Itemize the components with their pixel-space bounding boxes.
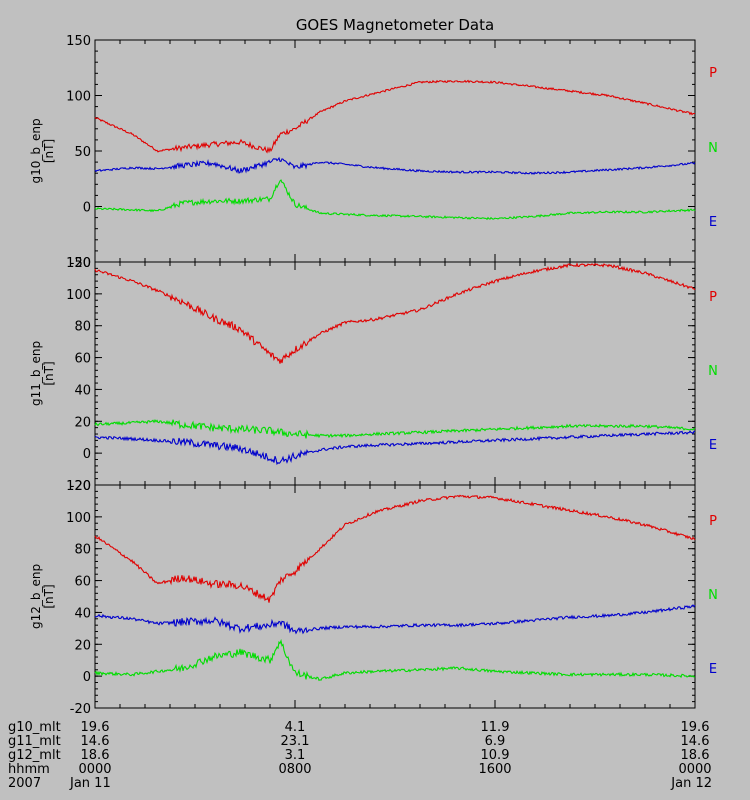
footer-value: 10.9 xyxy=(481,748,510,763)
y-axis-unit: [nT] xyxy=(42,139,56,163)
series-line-P xyxy=(94,79,695,154)
y-tick-label: -20 xyxy=(70,702,91,717)
footer-row-label: hhmm xyxy=(8,762,50,777)
series-line-E xyxy=(94,156,696,176)
footer-value: 1600 xyxy=(478,762,511,777)
y-tick-label: -20 xyxy=(70,479,91,494)
footer-value: 18.6 xyxy=(81,748,110,763)
y-tick-label: 100 xyxy=(66,288,91,303)
y-tick-label: 40 xyxy=(74,606,91,621)
panel-1: -50 0 50 100 150 g10_b_enp [nT] P N E xyxy=(29,34,718,271)
footer-value: Jan 12 xyxy=(670,776,712,791)
footer-value: 11.9 xyxy=(481,720,510,735)
y-tick-label: 120 xyxy=(66,479,91,494)
footer-row-label: g12_mlt xyxy=(8,748,61,763)
component-label-N: N xyxy=(708,588,718,603)
y-tick-label: 20 xyxy=(74,415,91,430)
y-tick-label: 0 xyxy=(83,447,91,462)
y-tick-label: 40 xyxy=(74,383,91,398)
footer-value: 14.6 xyxy=(681,734,710,749)
footer-row-label: g11_mlt xyxy=(8,734,61,749)
y-tick-label: 0 xyxy=(83,670,91,685)
footer-value: 19.6 xyxy=(81,720,110,735)
y-tick-label: 100 xyxy=(66,90,91,105)
y-axis-unit: [nT] xyxy=(42,584,56,608)
panel-frame xyxy=(94,261,696,486)
component-label-E: E xyxy=(709,662,717,677)
series-line-P xyxy=(94,262,696,364)
y-tick-label: 120 xyxy=(66,256,91,271)
y-tick-label: 80 xyxy=(74,320,91,335)
footer-value: 0000 xyxy=(78,762,111,777)
footer-value: 3.1 xyxy=(285,748,306,763)
y-axis-label: g10_b_enp xyxy=(29,118,43,183)
footer-value: 23.1 xyxy=(281,734,310,749)
y-axis-label: g12_b_enp xyxy=(29,564,43,629)
footer-value: 0000 xyxy=(678,762,711,777)
y-tick-label: 60 xyxy=(74,575,91,590)
footer-value: 4.1 xyxy=(285,720,306,735)
y-tick-label: 50 xyxy=(74,145,91,160)
footer-value: 14.6 xyxy=(81,734,110,749)
footer-row-label: 2007 xyxy=(8,776,41,791)
series-line-E xyxy=(94,604,696,635)
footer-row-label: g10_mlt xyxy=(8,720,61,735)
panel-2: -20 0 20 40 60 80 100 120 g11_b_enp [nT] P N E xyxy=(29,256,718,494)
series-line-E xyxy=(94,430,696,466)
component-label-P: P xyxy=(709,66,717,81)
component-label-E: E xyxy=(709,438,717,453)
y-tick-label: 150 xyxy=(66,34,91,49)
component-label-P: P xyxy=(709,290,717,305)
y-tick-label: 80 xyxy=(74,543,91,558)
time-axis-footer: g10_mltg11_mltg12_mlthhmm200719.614.618.… xyxy=(8,720,712,791)
y-axis-unit: [nT] xyxy=(42,361,56,385)
component-label-N: N xyxy=(708,141,718,156)
y-tick-label: 60 xyxy=(74,352,91,367)
footer-value: 18.6 xyxy=(681,748,710,763)
footer-value: Jan 11 xyxy=(69,776,111,791)
y-axis-label: g11_b_enp xyxy=(29,341,43,406)
panel-frame xyxy=(94,39,696,263)
panel-3: -20 0 20 40 60 80 100 120 g12_b_enp [nT] P N E xyxy=(29,479,718,717)
series-line-N xyxy=(94,638,696,682)
component-label-E: E xyxy=(709,215,717,230)
y-tick-label: 20 xyxy=(74,638,91,653)
footer-value: 6.9 xyxy=(485,734,506,749)
series-line-P xyxy=(94,494,696,603)
y-tick-label: 100 xyxy=(66,511,91,526)
footer-value: 0800 xyxy=(278,762,311,777)
y-tick-label: 0 xyxy=(83,201,91,216)
component-label-N: N xyxy=(708,364,718,379)
y-tick-label: -50 xyxy=(70,256,91,271)
series-line-N xyxy=(94,179,696,221)
series-line-N xyxy=(94,418,696,439)
chart-title: GOES Magnetometer Data xyxy=(296,16,494,34)
component-label-P: P xyxy=(709,514,717,529)
footer-value: 19.6 xyxy=(681,720,710,735)
